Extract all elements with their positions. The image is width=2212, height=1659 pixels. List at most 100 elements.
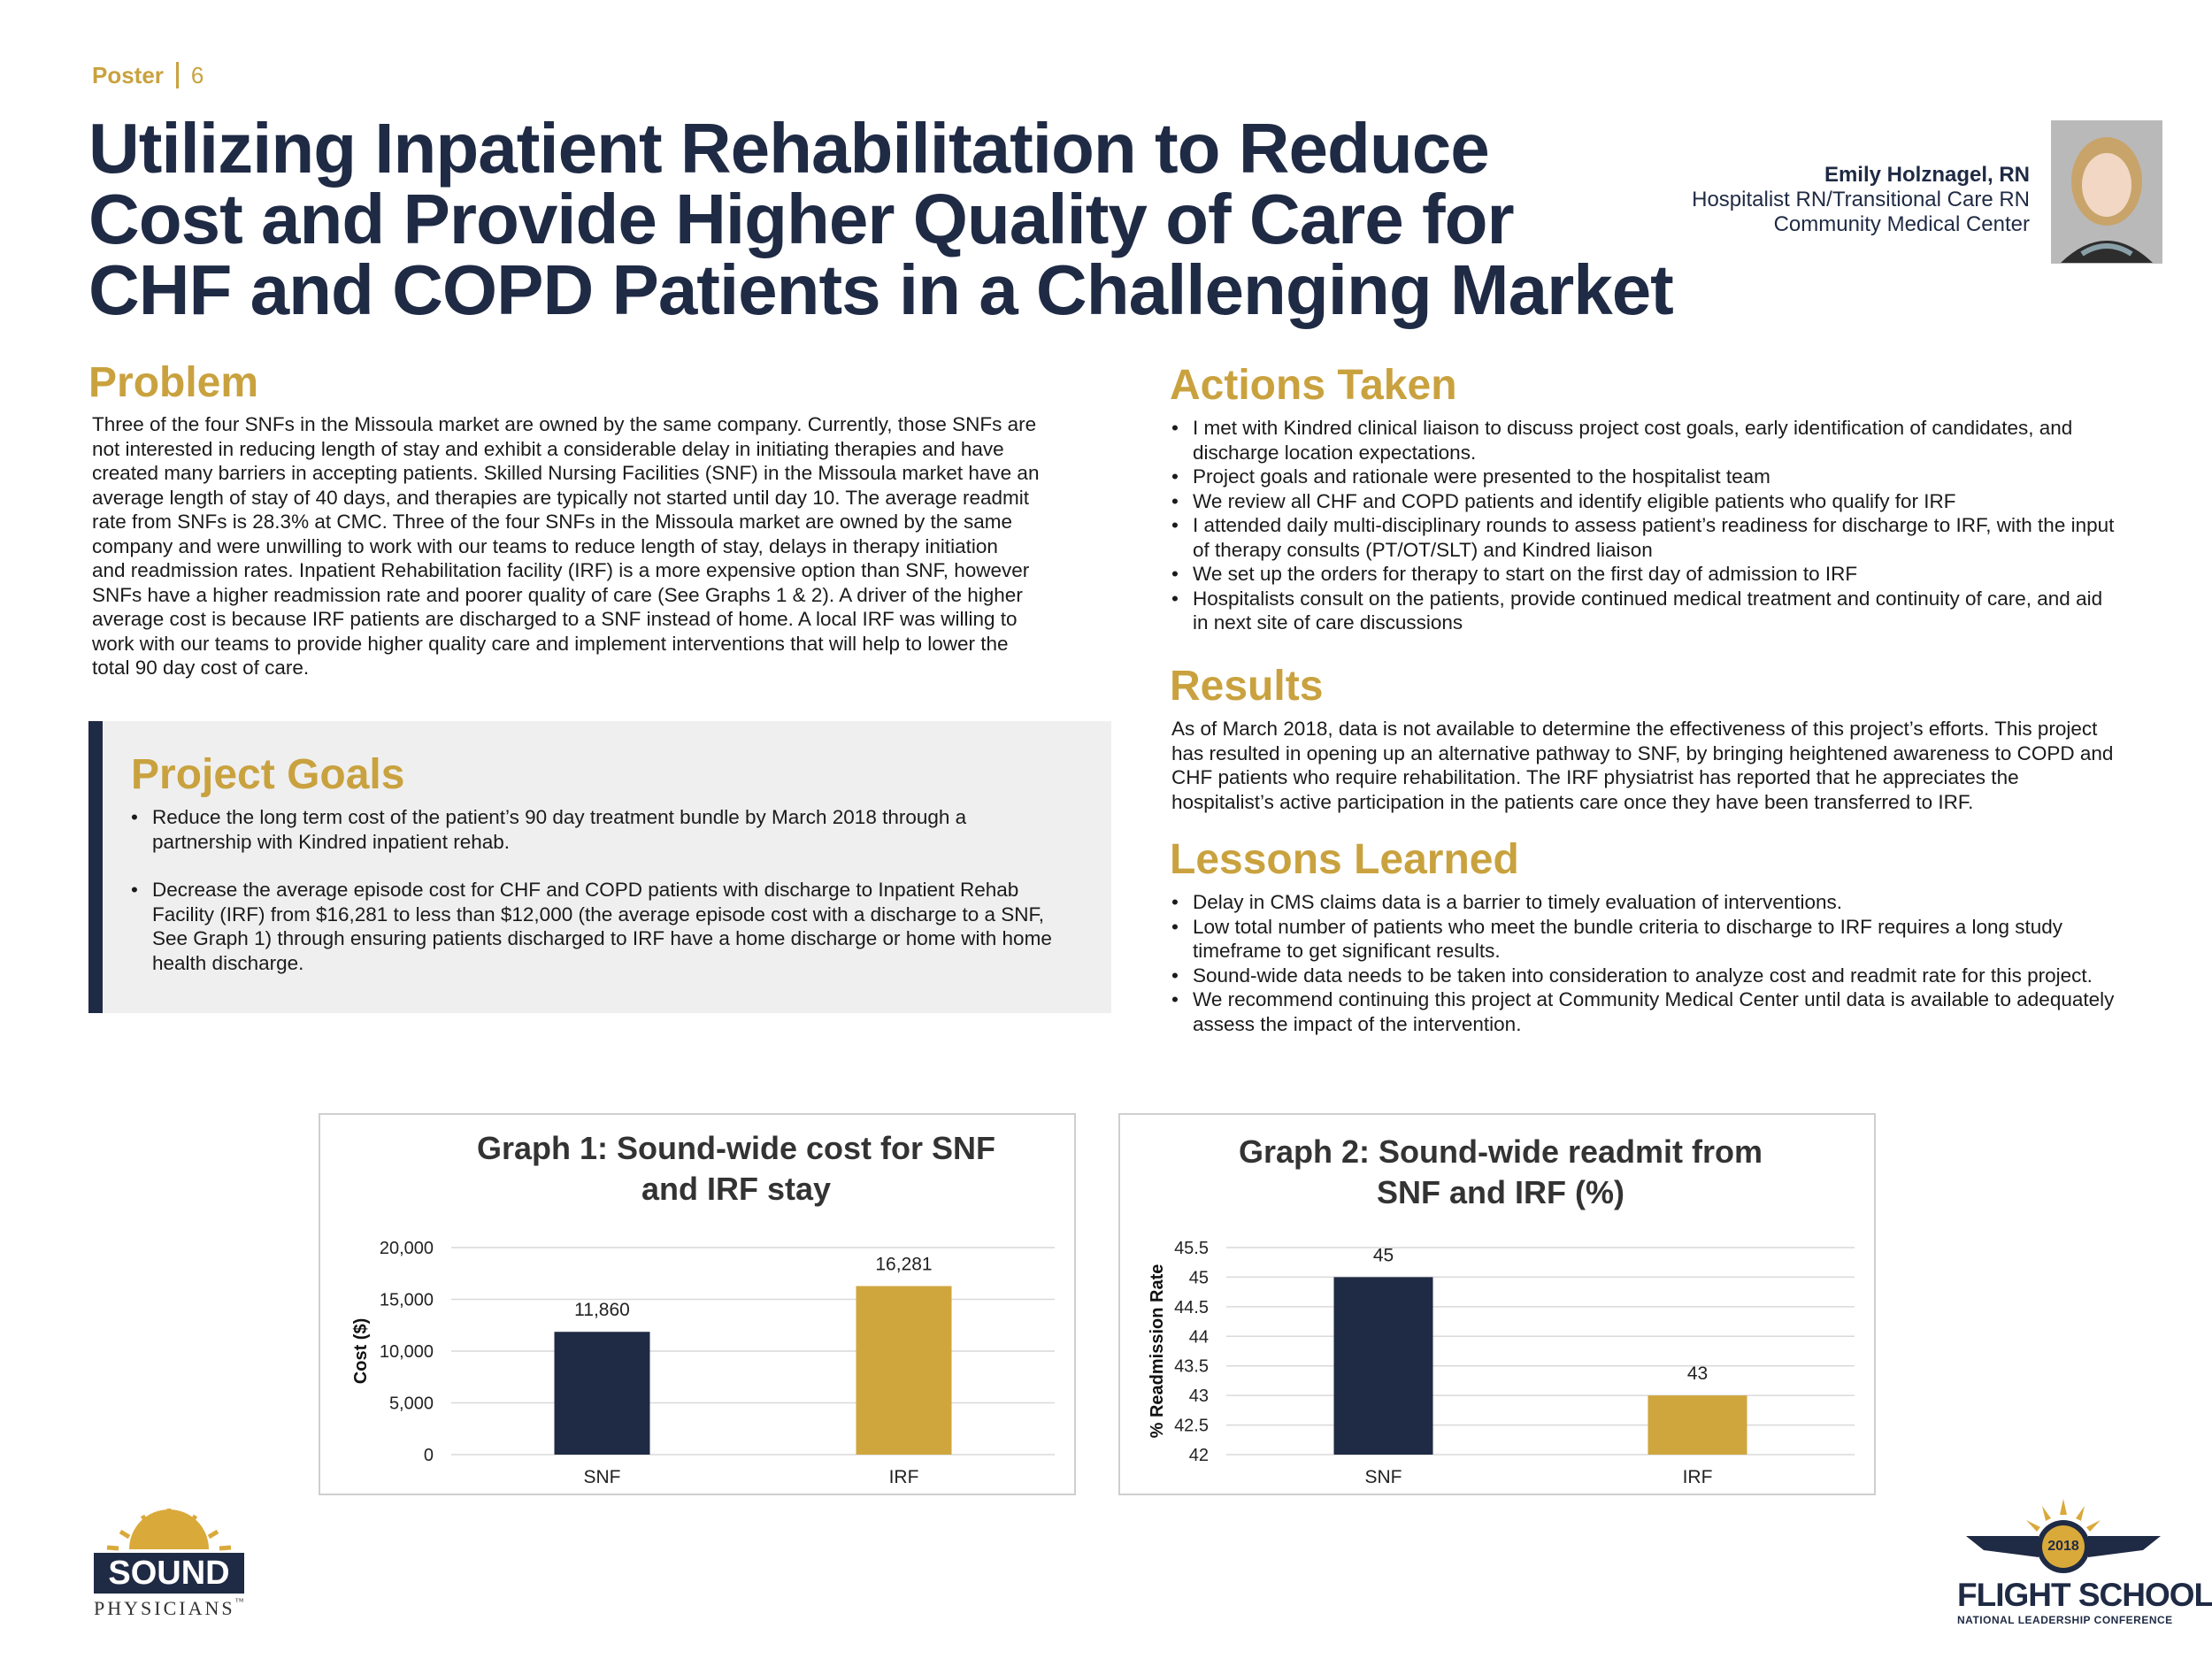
action-item: I met with Kindred clinical liaison to d… — [1171, 416, 2198, 465]
action-item: I attended daily multi-disciplinary roun… — [1171, 513, 2198, 562]
flight-year: 2018 — [2047, 1539, 2079, 1554]
problem-line: rate from SNFs is 28.3% at CMC. Three of… — [92, 511, 1012, 533]
graph-2-x-tick-label: IRF — [1683, 1467, 1713, 1487]
action-line: We review all CHF and COPD patients and … — [1193, 489, 1956, 512]
sun-icon — [94, 1509, 244, 1594]
action-line: I attended daily multi-disciplinary roun… — [1193, 514, 2115, 536]
goal-item: Reduce the long term cost of the patient… — [131, 805, 1087, 854]
lesson-line: Sound-wide data needs to be taken into c… — [1193, 964, 2093, 987]
actions-list: I met with Kindred clinical liaison to d… — [1171, 416, 2198, 635]
problem-line: total 90 day cost of care. — [92, 657, 310, 679]
lesson-line: Low total number of patients who meet th… — [1193, 915, 2063, 938]
poster-label-divider — [175, 62, 179, 88]
graph-1-data-label: 16,281 — [875, 1255, 932, 1275]
poster-label: Poster 6 — [92, 62, 204, 89]
graph-1-y-tick-label: 5,000 — [389, 1394, 434, 1414]
poster-number: 6 — [190, 62, 204, 88]
graph-2-y-tick-label: 44 — [1189, 1327, 1209, 1347]
graph-2-svg: Graph 2: Sound-wide readmit from SNF and … — [1148, 1133, 1855, 1487]
author-name: Emily Holznagel, RN — [1824, 163, 2030, 187]
physicians-text: PHYSICIANS — [94, 1597, 235, 1619]
problem-heading: Problem — [88, 359, 259, 406]
results-line: has resulted in opening up an alternativ… — [1171, 741, 2114, 764]
flight-school-subtitle: NATIONAL LEADERSHIP CONFERENCE — [1957, 1614, 2173, 1626]
graph-1-title-line: Graph 1: Sound-wide cost for SNF — [477, 1130, 995, 1166]
graph-1-data-label: 11,860 — [574, 1300, 630, 1320]
author-photo — [2051, 120, 2162, 264]
graph-2-title-line: Graph 2: Sound-wide readmit from — [1239, 1133, 1763, 1170]
flight-school-logo: 2018 FLIGHT SCHOOL NATIONAL LEADERSHIP C… — [1957, 1495, 2212, 1626]
goal-line: health discharge. — [152, 951, 304, 974]
graph-1-y-tick-label: 15,000 — [380, 1291, 434, 1310]
results-line: hospitalist’s active participation in th… — [1171, 790, 1974, 813]
lessons-list: Delay in CMS claims data is a barrier to… — [1171, 890, 2198, 1036]
problem-line: SNFs have a higher readmission rate and … — [92, 583, 1023, 606]
graph-1-y-axis-label: Cost ($) — [351, 1318, 371, 1384]
goal-item: Decrease the average episode cost for CH… — [131, 878, 1087, 975]
graph-1-x-tick-label: SNF — [584, 1467, 621, 1487]
physicians-wordmark: PHYSICIANS™ — [94, 1597, 244, 1620]
sound-physicians-logo: SOUND PHYSICIANS™ — [94, 1509, 244, 1628]
action-item: Project goals and rationale were present… — [1171, 465, 2198, 489]
title-line: Utilizing Inpatient Rehabilitation to Re… — [88, 109, 1490, 188]
graph-1-y-tick-label: 10,000 — [380, 1342, 434, 1362]
graph-1-bar-irf — [856, 1286, 952, 1455]
action-line: Project goals and rationale were present… — [1193, 465, 1770, 488]
graph-2-y-tick-label: 45.5 — [1174, 1239, 1209, 1258]
goal-line: See Graph 1) through ensuring patients d… — [152, 927, 1052, 949]
wings-badge-icon — [1966, 1499, 2161, 1573]
lesson-item: Sound-wide data needs to be taken into c… — [1171, 964, 2198, 988]
graph-2-y-tick-label: 45 — [1189, 1268, 1209, 1287]
graph-2-data-label: 45 — [1373, 1245, 1394, 1265]
graph-1-y-tick-label: 0 — [424, 1446, 434, 1465]
problem-line: created many barriers in accepting patie… — [92, 462, 1040, 484]
action-item: Hospitalists consult on the patients, pr… — [1171, 587, 2198, 635]
lesson-line: timeframe to get significant results. — [1193, 940, 1501, 962]
graph-2-bar-irf — [1647, 1395, 1747, 1455]
sound-wordmark: SOUND — [108, 1555, 230, 1592]
lesson-item: We recommend continuing this project at … — [1171, 987, 2198, 1036]
problem-line: average cost is because IRF patients are… — [92, 608, 1018, 630]
action-line: Hospitalists consult on the patients, pr… — [1193, 587, 2103, 610]
author-role: Hospitalist RN/Transitional Care RN — [1692, 188, 2030, 211]
lesson-line: assess the impact of the intervention. — [1193, 1012, 1522, 1035]
problem-line: and readmission rates. Inpatient Rehabil… — [92, 559, 1030, 581]
problem-line: company and were unwilling to work with … — [92, 534, 998, 557]
graph-2-data-label: 43 — [1687, 1363, 1708, 1384]
problem-line: Three of the four SNFs in the Missoula m… — [92, 413, 1037, 435]
flight-school-title: FLIGHT SCHOOL — [1957, 1577, 2212, 1613]
action-line: of therapy consults (PT/OT/SLT) and Kind… — [1193, 538, 1653, 561]
graph-1-y-tick-label: 20,000 — [380, 1239, 434, 1258]
goals-heading: Project Goals — [131, 751, 405, 798]
graph-2-y-tick-label: 42 — [1189, 1446, 1209, 1465]
action-line: We set up the orders for therapy to star… — [1193, 563, 1858, 585]
lesson-item: Delay in CMS claims data is a barrier to… — [1171, 890, 2198, 915]
graph-2-readmit: Graph 2: Sound-wide readmit from SNF and … — [1118, 1113, 1876, 1495]
poster-label-text: Poster — [92, 62, 164, 88]
title-line: CHF and COPD Patients in a Challenging M… — [88, 250, 1674, 329]
author-organization: Community Medical Center — [1773, 212, 2030, 236]
problem-line: work with our teams to provide higher qu… — [92, 632, 1009, 655]
trademark-symbol: ™ — [234, 1597, 247, 1607]
goal-line: Reduce the long term cost of the patient… — [152, 806, 967, 828]
graph-2-bar-snf — [1333, 1277, 1433, 1455]
portrait-image — [2052, 121, 2162, 263]
results-text: As of March 2018, data is not available … — [1171, 717, 2198, 814]
action-item: We review all CHF and COPD patients and … — [1171, 489, 2198, 514]
lesson-line: Delay in CMS claims data is a barrier to… — [1193, 891, 1843, 913]
graph-2-y-tick-label: 43.5 — [1174, 1357, 1209, 1377]
graph-1-title-line: and IRF stay — [641, 1171, 831, 1207]
goal-line: Decrease the average episode cost for CH… — [152, 879, 1019, 901]
goal-line: Facility (IRF) from $16,281 to less than… — [152, 902, 1045, 926]
author-block: Emily Holznagel, RN Hospitalist RN/Trans… — [1692, 163, 2030, 237]
graph-1-svg: Graph 1: Sound-wide cost for SNF and IRF … — [351, 1130, 1055, 1487]
graph-2-y-axis-label: % Readmission Rate — [1148, 1264, 1167, 1439]
results-line: CHF patients who require rehabilitation.… — [1171, 766, 2019, 788]
graph-1-x-tick-label: IRF — [889, 1467, 919, 1487]
lesson-item: Low total number of patients who meet th… — [1171, 915, 2198, 964]
graph-1-cost: Graph 1: Sound-wide cost for SNF and IRF … — [319, 1113, 1076, 1495]
action-line: discharge location expectations. — [1193, 441, 1477, 464]
page-title: Utilizing Inpatient Rehabilitation to Re… — [88, 113, 1770, 326]
goal-line: partnership with Kindred inpatient rehab… — [152, 830, 511, 853]
graph-2-title-line: SNF and IRF (%) — [1377, 1174, 1624, 1210]
